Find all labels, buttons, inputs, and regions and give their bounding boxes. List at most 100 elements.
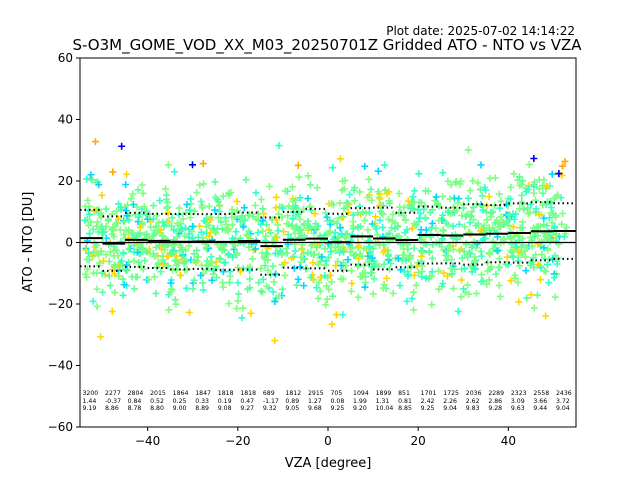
data-point	[554, 191, 562, 199]
data-point	[407, 203, 415, 211]
data-point	[152, 227, 160, 235]
data-point	[299, 255, 307, 263]
bin-std-label: 9.04	[443, 405, 457, 412]
data-point	[370, 275, 378, 283]
data-point	[87, 171, 95, 179]
data-point	[262, 232, 270, 240]
data-point	[200, 180, 208, 188]
data-point	[135, 258, 143, 266]
data-point	[374, 167, 382, 175]
data-point	[211, 228, 219, 236]
data-point	[247, 309, 255, 317]
data-point	[124, 201, 132, 209]
data-point	[439, 226, 447, 234]
data-point	[435, 285, 443, 293]
data-point	[199, 286, 207, 294]
data-point	[193, 189, 201, 197]
data-point	[321, 245, 329, 253]
data-point	[133, 203, 141, 211]
data-point	[267, 229, 275, 237]
data-point	[288, 183, 296, 191]
x-tick-label: 40	[501, 434, 516, 448]
data-point	[336, 199, 344, 207]
bin-count-label: 2015	[150, 390, 166, 397]
data-point	[211, 206, 219, 214]
data-point	[489, 224, 497, 232]
data-point	[214, 214, 222, 222]
data-point	[365, 175, 373, 183]
data-point	[238, 314, 246, 322]
data-point	[458, 212, 466, 220]
bin-count-label: 2277	[105, 390, 121, 397]
data-point	[535, 211, 543, 219]
data-point	[539, 181, 547, 189]
data-point	[233, 197, 241, 205]
bin-std-label: 10.04	[376, 405, 394, 412]
data-point	[383, 274, 391, 282]
data-point	[462, 212, 470, 220]
data-point	[558, 162, 566, 170]
data-point	[316, 287, 324, 295]
data-point	[466, 187, 474, 195]
data-point	[314, 260, 322, 268]
data-point	[515, 298, 523, 306]
data-point	[329, 292, 337, 300]
data-point	[346, 248, 354, 256]
data-point	[507, 277, 515, 285]
data-point	[275, 210, 283, 218]
bin-count-label: 705	[331, 390, 343, 397]
data-point	[435, 216, 443, 224]
data-point	[522, 267, 530, 275]
data-point	[546, 235, 554, 243]
data-point	[244, 232, 252, 240]
bin-mean-label: 2.42	[421, 398, 435, 405]
data-point	[156, 197, 164, 205]
data-point	[97, 209, 105, 217]
data-point	[476, 227, 484, 235]
data-point	[487, 208, 495, 216]
data-point	[110, 233, 118, 241]
x-tick-label: −40	[135, 434, 160, 448]
data-point	[523, 294, 531, 302]
data-point	[410, 306, 418, 314]
data-point	[177, 256, 185, 264]
data-point	[343, 203, 351, 211]
data-point	[321, 272, 329, 280]
data-point	[194, 253, 202, 261]
data-point	[263, 282, 271, 290]
data-point	[509, 210, 517, 218]
data-point	[496, 293, 504, 301]
data-point	[414, 205, 422, 213]
data-point	[552, 237, 560, 245]
data-point	[449, 245, 457, 253]
data-point	[426, 208, 434, 216]
data-point	[246, 284, 254, 292]
bin-mean-label: 3.66	[533, 398, 547, 405]
data-point	[341, 176, 349, 184]
data-point	[138, 181, 146, 189]
data-point	[159, 218, 167, 226]
data-point	[181, 224, 189, 232]
data-point	[108, 266, 116, 274]
data-point	[326, 248, 334, 256]
bin-std-label: 9.25	[421, 405, 435, 412]
data-point	[349, 211, 357, 219]
data-point	[269, 262, 277, 270]
data-point	[322, 257, 330, 265]
data-point	[529, 254, 537, 262]
data-point	[99, 288, 107, 296]
data-point	[446, 195, 454, 203]
bin-std-label: 9.63	[511, 405, 525, 412]
data-point	[183, 200, 191, 208]
bin-mean-label: 0.25	[173, 398, 187, 405]
data-point	[293, 281, 301, 289]
data-point	[474, 179, 482, 187]
data-point	[361, 162, 369, 170]
data-point	[435, 267, 443, 275]
data-point	[127, 195, 135, 203]
data-point	[186, 214, 194, 222]
data-point	[190, 250, 198, 258]
data-point	[491, 201, 499, 209]
data-point	[150, 273, 158, 281]
data-point	[108, 307, 116, 315]
